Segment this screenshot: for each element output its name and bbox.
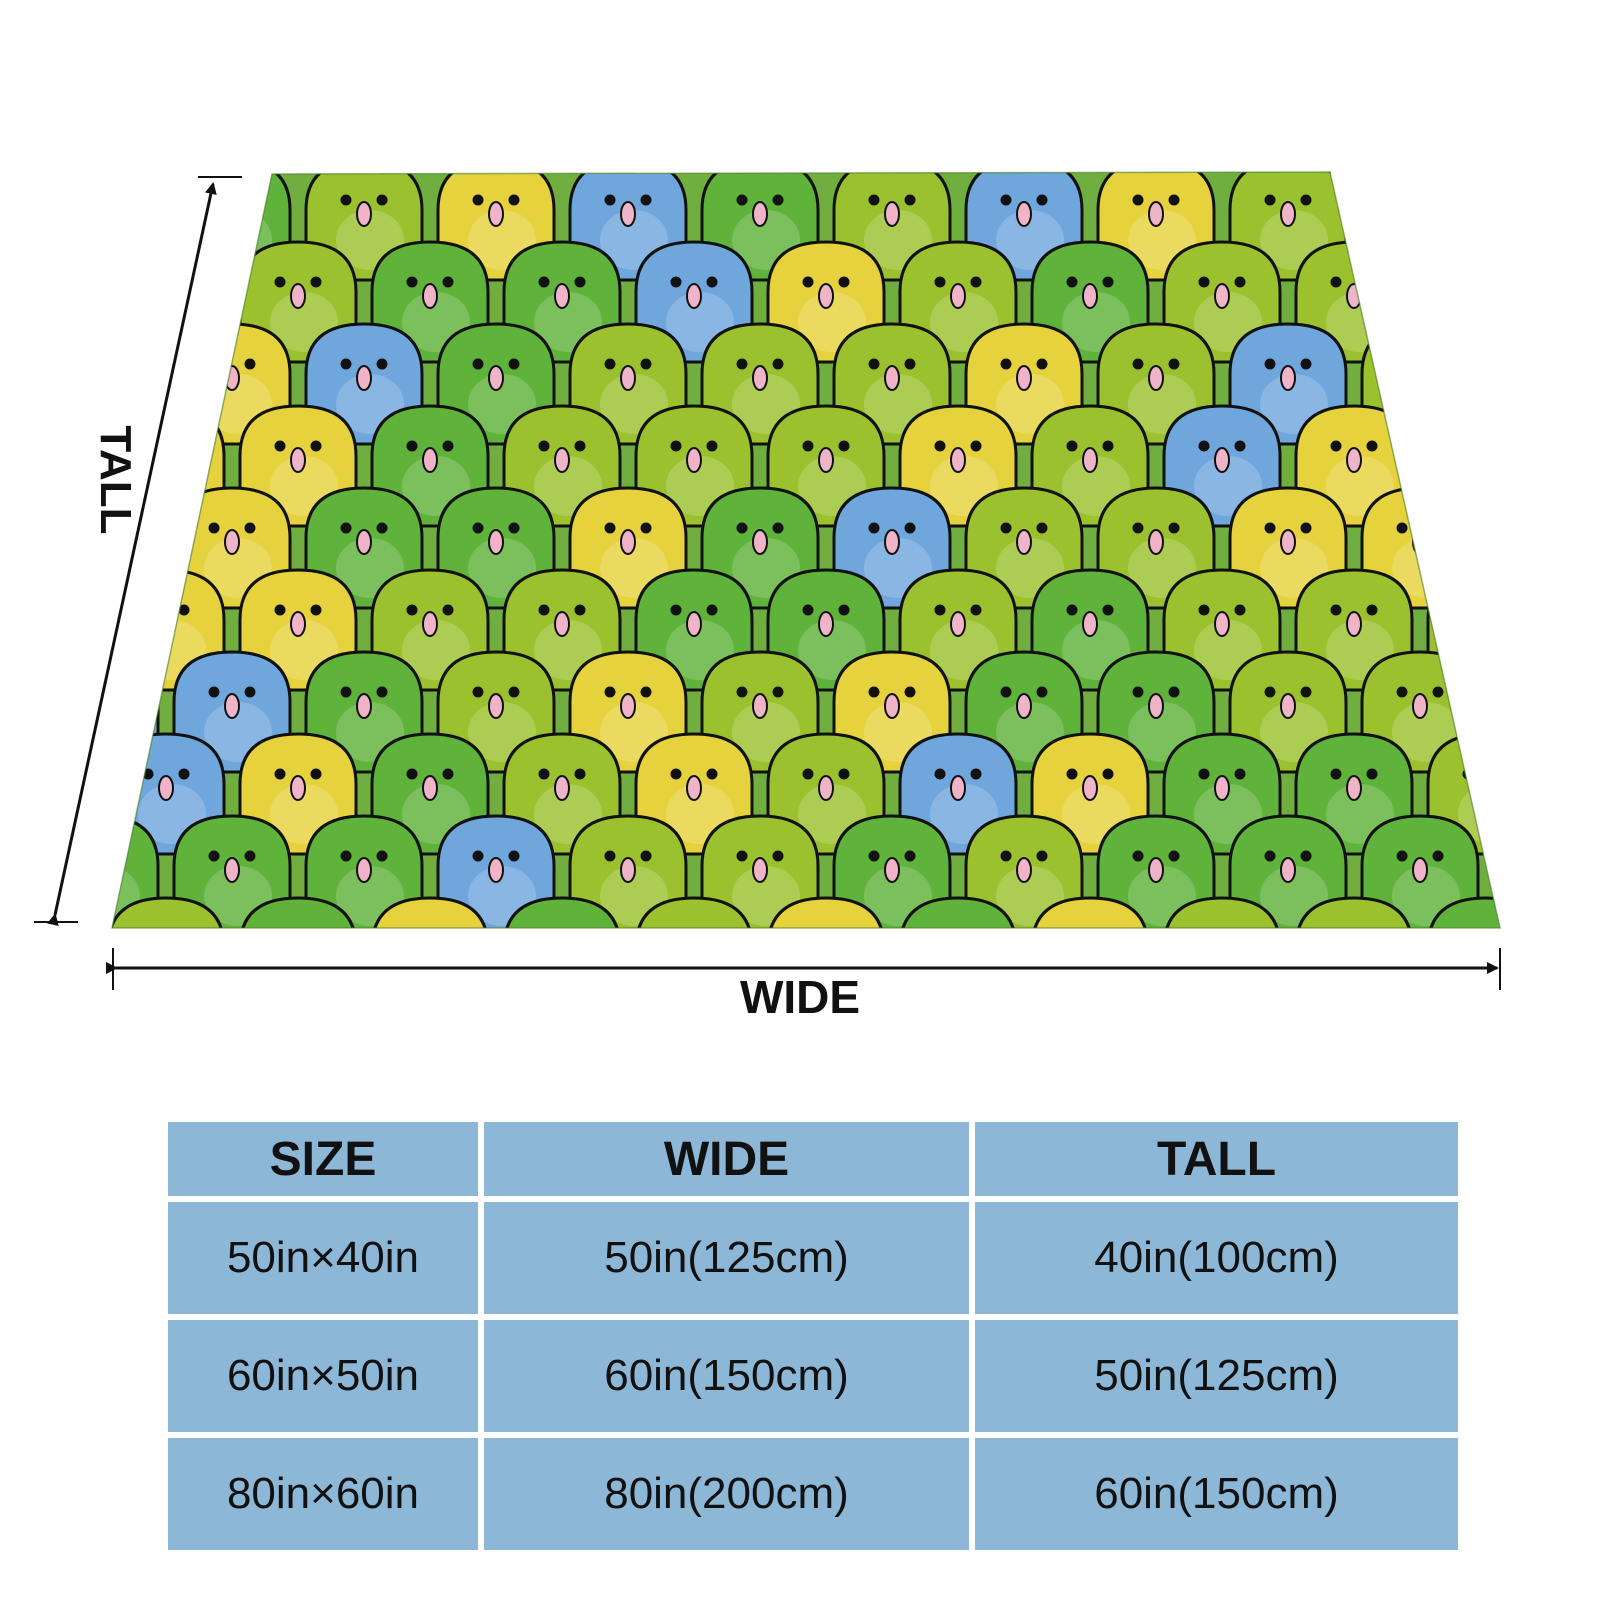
- parrot-figure: [0, 324, 26, 444]
- parrot-figure: [0, 406, 92, 526]
- parrot-figure: [1030, 896, 1150, 928]
- parrot-figure: [0, 160, 26, 280]
- parrot-figure: [0, 734, 92, 854]
- parrot-figure: [1426, 240, 1500, 364]
- tall-dimension-arrow: [47, 182, 217, 927]
- parrot-figure: [1162, 896, 1282, 928]
- parrot-figure: [0, 816, 26, 936]
- parrot-figure: [1426, 568, 1500, 692]
- parrot-figure: [1294, 896, 1414, 928]
- parrot-figure: [1492, 650, 1500, 774]
- parrot-figure: [1560, 734, 1600, 854]
- header-size: SIZE: [168, 1122, 478, 1196]
- parrot-figure: [1362, 980, 1478, 1040]
- parrot-figure: [112, 172, 160, 282]
- cell-tall: 60in(150cm): [975, 1438, 1458, 1550]
- table-row: 50in×40in 50in(125cm) 40in(100cm): [168, 1202, 1458, 1314]
- parrot-figure: [306, 980, 422, 1040]
- parrot-figure: [0, 242, 92, 362]
- parrot-figure: [42, 980, 158, 1040]
- table-row: 60in×50in 60in(150cm) 50in(125cm): [168, 1320, 1458, 1432]
- tall-label: TALL: [91, 425, 140, 535]
- cell-size: 50in×40in: [168, 1202, 478, 1314]
- parrot-figure: [1492, 814, 1500, 928]
- cell-wide: 80in(200cm): [484, 1438, 969, 1550]
- parrot-figure: [238, 896, 358, 928]
- cell-size: 60in×50in: [168, 1320, 478, 1432]
- parrot-figure: [1560, 570, 1600, 690]
- parrot-figure: [1360, 172, 1480, 282]
- header-wide: WIDE: [484, 1122, 969, 1196]
- parrot-figure: [1560, 242, 1600, 362]
- parrot-pattern-blanket: [0, 160, 1600, 1040]
- parrot-figure: [1492, 172, 1500, 282]
- parrot-figure: [502, 896, 622, 928]
- parrot-figure: [1560, 406, 1600, 526]
- parrot-figure: [1098, 980, 1214, 1040]
- size-table: SIZE WIDE TALL 50in×40in 50in(125cm) 40i…: [162, 1116, 1464, 1556]
- parrot-figure: [438, 980, 554, 1040]
- parrot-figure: [1426, 404, 1500, 528]
- parrot-figure: [1426, 896, 1500, 928]
- table-row: 80in×60in 80in(200cm) 60in(150cm): [168, 1438, 1458, 1550]
- parrot-figure: [1230, 980, 1346, 1040]
- header-tall: TALL: [975, 1122, 1458, 1196]
- parrot-figure: [1494, 980, 1600, 1040]
- parrot-figure: [1560, 898, 1600, 1018]
- parrot-figure: [174, 980, 290, 1040]
- parrot-figure: [966, 980, 1082, 1040]
- parrot-figure: [1492, 486, 1500, 610]
- parrot-figure: [0, 980, 26, 1040]
- parrot-figure: [898, 896, 1018, 928]
- wide-label: WIDE: [739, 971, 861, 1023]
- parrot-figure: [112, 240, 226, 364]
- parrot-figure: [0, 898, 92, 1018]
- cell-size: 80in×60in: [168, 1438, 478, 1550]
- cell-tall: 40in(100cm): [975, 1202, 1458, 1314]
- cell-wide: 50in(125cm): [484, 1202, 969, 1314]
- parrot-figure: [766, 896, 886, 928]
- parrot-figure: [112, 896, 226, 928]
- parrot-figure: [370, 896, 490, 928]
- table-header-row: SIZE WIDE TALL: [168, 1122, 1458, 1196]
- cell-tall: 50in(125cm): [975, 1320, 1458, 1432]
- parrot-figure: [0, 652, 26, 772]
- parrot-figure: [1492, 322, 1500, 446]
- cell-wide: 60in(150cm): [484, 1320, 969, 1432]
- parrot-figure: [0, 488, 26, 608]
- parrot-figure: [0, 570, 92, 690]
- blanket-diagram: [0, 160, 1600, 1040]
- parrot-figure: [634, 896, 754, 928]
- parrot-figure: [570, 980, 686, 1040]
